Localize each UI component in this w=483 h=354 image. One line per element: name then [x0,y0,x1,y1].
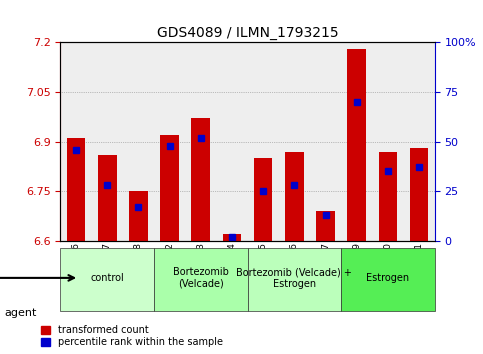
Text: control: control [90,273,124,283]
Bar [410,148,428,241]
Bar [67,138,85,241]
Title: GDS4089 / ILMN_1793215: GDS4089 / ILMN_1793215 [156,26,339,40]
Bar [223,234,242,241]
FancyBboxPatch shape [341,248,435,312]
Bar [98,155,116,241]
Text: Bortezomib
(Velcade): Bortezomib (Velcade) [173,267,228,289]
Bar [285,152,304,241]
Text: Estrogen: Estrogen [366,273,410,283]
Bar [160,135,179,241]
Bar [191,119,210,241]
FancyBboxPatch shape [247,248,341,312]
FancyBboxPatch shape [60,248,154,312]
FancyBboxPatch shape [154,248,247,312]
Text: agent: agent [5,308,37,318]
Text: Bortezomib (Velcade) +
Estrogen: Bortezomib (Velcade) + Estrogen [236,267,352,289]
Legend: transformed count, percentile rank within the sample: transformed count, percentile rank withi… [39,323,225,349]
Bar [316,211,335,241]
Bar [347,49,366,241]
Bar [379,152,397,241]
Bar [129,191,148,241]
Bar [254,158,272,241]
